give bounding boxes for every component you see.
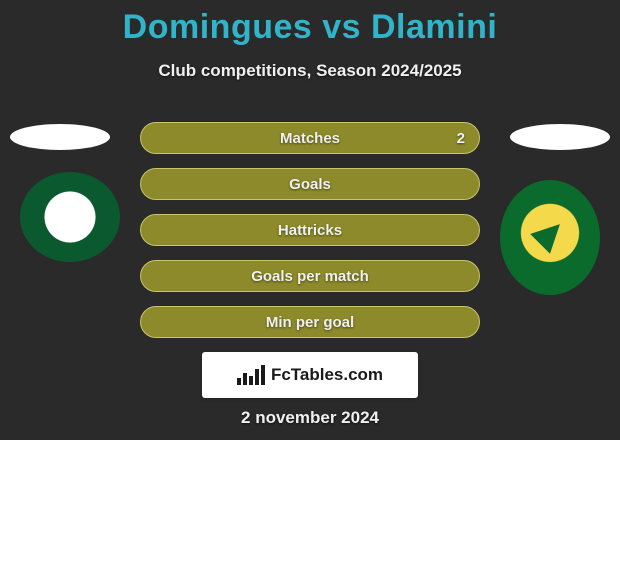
stat-label: Goals per match (251, 268, 369, 285)
player-left-marker (10, 124, 110, 150)
subtitle: Club competitions, Season 2024/2025 (0, 61, 620, 81)
stat-label: Goals (289, 176, 331, 193)
bar-chart-icon (237, 365, 265, 385)
fctables-logo[interactable]: FcTables.com (202, 352, 418, 398)
stat-row-min-per-goal: Min per goal (140, 306, 480, 338)
club-crest-right (500, 180, 600, 295)
stat-row-goals: Goals (140, 168, 480, 200)
club-crest-left (20, 172, 120, 262)
date-label: 2 november 2024 (0, 408, 620, 428)
stat-value-right: 2 (457, 130, 465, 147)
comparison-card: Domingues vs Dlamini Club competitions, … (0, 0, 620, 440)
stats-table: Matches 2 Goals Hattricks Goals per matc… (140, 122, 480, 352)
player-right-marker (510, 124, 610, 150)
stat-label: Min per goal (266, 314, 354, 331)
stat-label: Hattricks (278, 222, 342, 239)
logo-text: FcTables.com (271, 365, 383, 385)
arrow-icon (530, 214, 570, 254)
page-title: Domingues vs Dlamini (0, 0, 620, 47)
stat-row-matches: Matches 2 (140, 122, 480, 154)
stat-label: Matches (280, 130, 340, 147)
stat-row-hattricks: Hattricks (140, 214, 480, 246)
stat-row-goals-per-match: Goals per match (140, 260, 480, 292)
